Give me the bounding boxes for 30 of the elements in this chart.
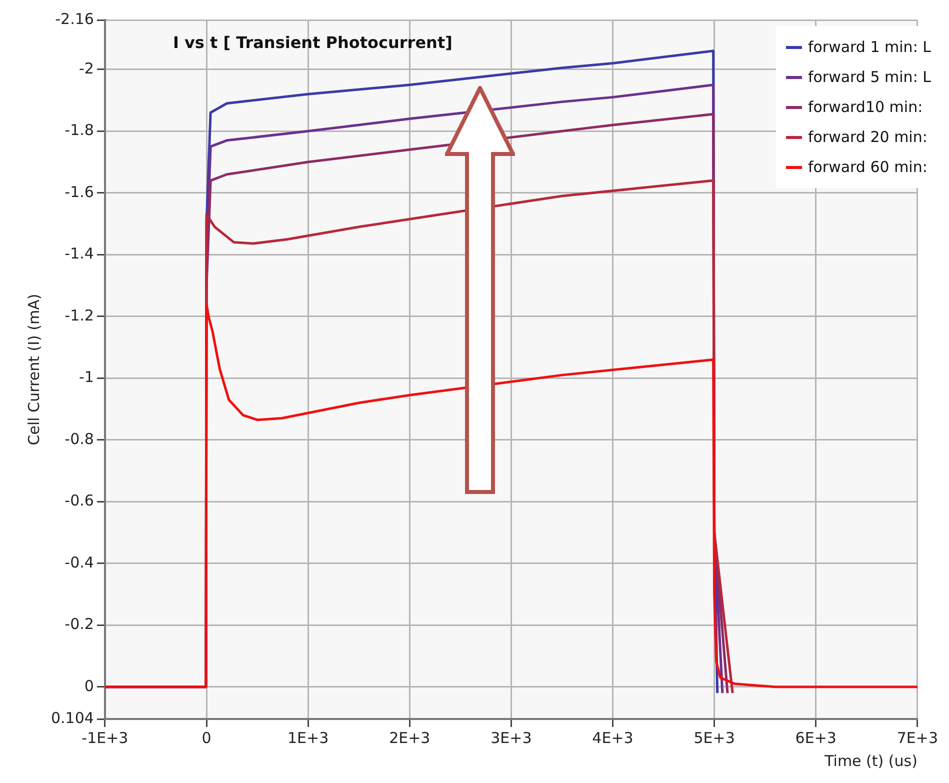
x-tick-label: 4E+3	[592, 728, 634, 747]
y-tick-label: -2.16	[55, 10, 94, 28]
y-tick-label: -1.6	[64, 182, 94, 201]
legend-label: forward10 min:	[808, 97, 923, 118]
y-tick-label: -0.2	[64, 615, 94, 634]
legend-label: forward 5 min: L	[808, 67, 931, 88]
legend-label: forward 20 min:	[808, 127, 928, 148]
y-tick-label: -1.8	[64, 121, 94, 140]
y-tick-label: -0.4	[64, 553, 94, 572]
text: I vs t [ Transient Photocurrent]	[172, 33, 452, 52]
x-tick-label: 5E+3	[694, 728, 735, 747]
x-axis-title: Time (t) (us)	[824, 752, 918, 770]
y-axis-title: Cell Current (I) (mA)	[24, 294, 43, 446]
y-tick-label: 0	[84, 676, 94, 695]
y-tick-label: 0.104	[50, 708, 94, 727]
x-tick-label: 2E+3	[389, 728, 430, 747]
y-tick-label: -2	[78, 59, 94, 78]
x-tick-label: 7E+3	[896, 728, 938, 747]
x-tick-label: 1E+3	[287, 728, 329, 747]
x-tick-label: 3E+3	[490, 728, 532, 747]
y-tick-label: -1.2	[64, 306, 94, 324]
x-tick-label: -1E+3	[82, 728, 128, 747]
y-tick-label: -1	[78, 368, 94, 386]
x-tick-label: 6E+3	[795, 728, 836, 747]
x-tick-label: 0	[202, 728, 212, 747]
legend-label: forward 60 min:	[808, 157, 928, 178]
y-tick-label: -1.4	[64, 244, 94, 263]
y-tick-label: -0.6	[64, 492, 94, 510]
legend-label: forward 1 min: L	[808, 37, 931, 58]
y-tick-label: -0.8	[64, 430, 94, 448]
